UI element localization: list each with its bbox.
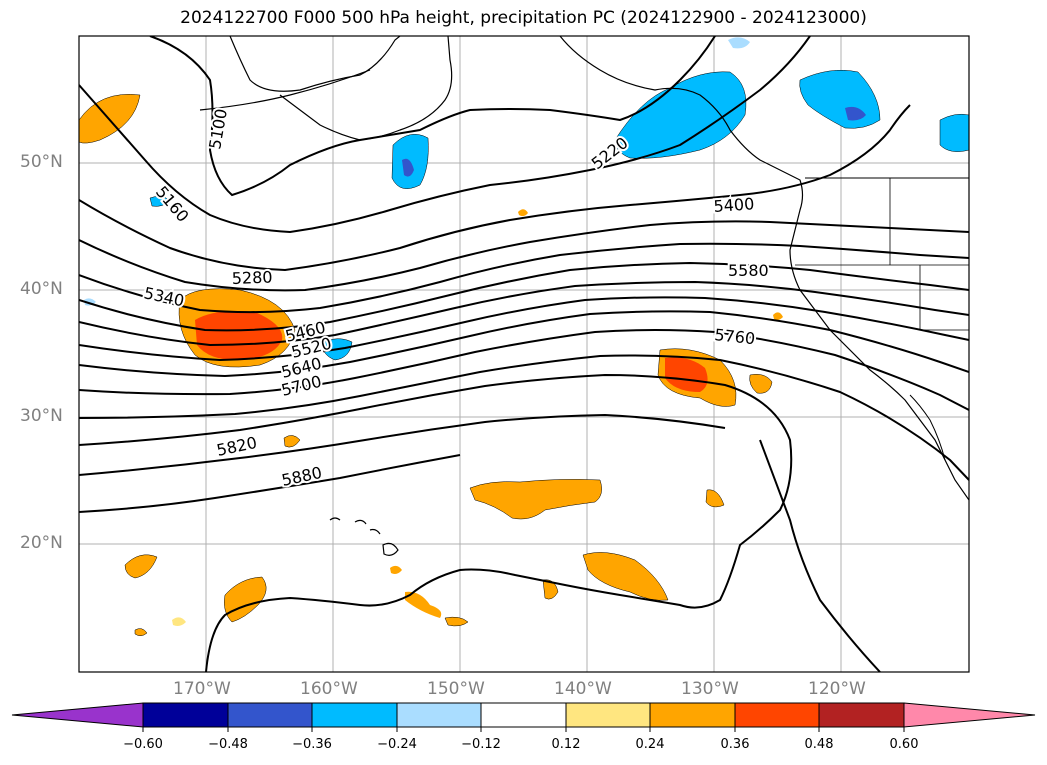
- colorbar-tick-label: −0.12: [461, 737, 501, 752]
- contour-label-5340: 5340: [142, 283, 186, 310]
- colorbar-tick-label: −0.24: [377, 737, 417, 752]
- lon-label-130w: 130°W: [681, 679, 739, 699]
- contour-label-5880: 5880: [280, 463, 324, 490]
- colorbar-segment: [480, 702, 567, 728]
- colorbar-segment: [565, 702, 651, 728]
- lat-label-20n: 20°N: [20, 533, 63, 553]
- colorbar-tick-label: 0.36: [720, 737, 750, 752]
- lat-label-50n: 50°N: [20, 152, 63, 172]
- contour-label-5280: 5280: [231, 268, 272, 288]
- precip-negative-regions: [84, 37, 969, 361]
- colorbar-segment: [818, 702, 905, 728]
- colorbar-tick-label: 0.24: [635, 737, 665, 752]
- lon-label-150w: 150°W: [427, 679, 485, 699]
- colorbar-tick-label: −0.60: [123, 737, 163, 752]
- lon-label-170w: 170°W: [173, 679, 231, 699]
- colorbar-tick-label: −0.48: [208, 737, 248, 752]
- colorbar-segment: [734, 702, 820, 728]
- lon-label-140w: 140°W: [554, 679, 612, 699]
- colorbar: [11, 702, 1036, 728]
- colorbar-tick-label: 0.60: [889, 737, 919, 752]
- contour-label-5100: 5100: [205, 107, 231, 150]
- lon-label-160w: 160°W: [300, 679, 358, 699]
- lat-label-40n: 40°N: [20, 279, 63, 299]
- contour-label-5400: 5400: [713, 194, 755, 216]
- colorbar-segment: [227, 702, 313, 728]
- colorbar-segment: [311, 702, 398, 728]
- lon-label-120w: 120°W: [808, 679, 866, 699]
- colorbar-segment: [396, 702, 482, 728]
- colorbar-extend-low: [11, 702, 144, 728]
- height-contours: [79, 36, 969, 672]
- colorbar-tick-label: −0.36: [292, 737, 332, 752]
- contour-label-5580: 5580: [728, 261, 769, 280]
- lat-label-30n: 30°N: [20, 406, 63, 426]
- map-title: 2024122700 F000 500 hPa height, precipit…: [180, 8, 867, 28]
- colorbar-extend-high: [903, 702, 1036, 728]
- colorbar-segment: [142, 702, 229, 728]
- colorbar-segment: [649, 702, 736, 728]
- colorbar-tick-label: 0.12: [551, 737, 581, 752]
- contour-label-5760: 5760: [714, 325, 756, 348]
- precip-positive-regions: [79, 94, 783, 636]
- map-frame: [78, 35, 970, 673]
- colorbar-tick-marks: [142, 727, 905, 732]
- hawaii-islands: [329, 517, 399, 556]
- colorbar-tick-label: 0.48: [804, 737, 834, 752]
